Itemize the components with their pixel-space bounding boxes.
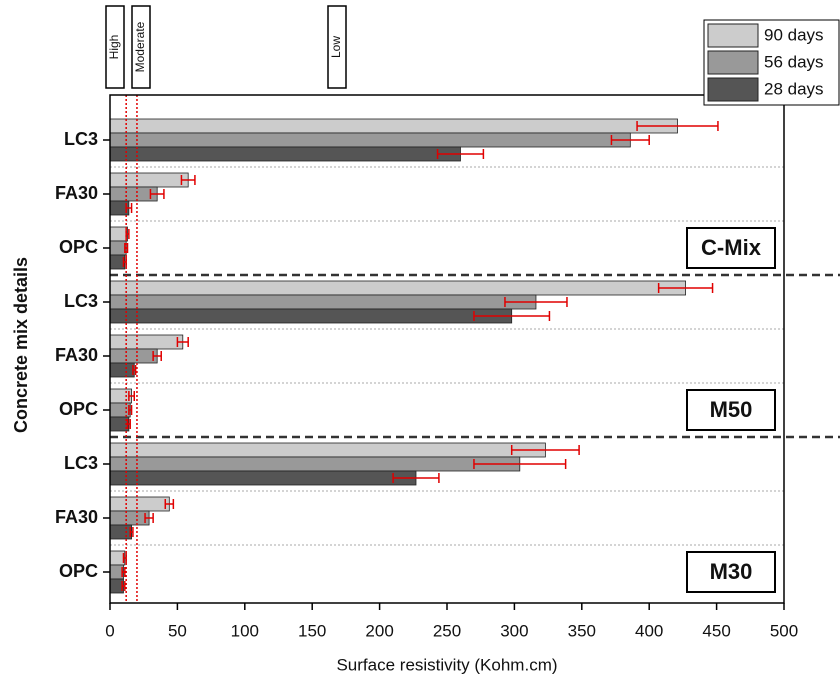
error-bar	[152, 351, 162, 361]
y-tick-label: FA30	[55, 345, 98, 365]
bar	[109, 118, 678, 134]
group-label: M50	[710, 397, 753, 422]
group-box	[686, 551, 776, 593]
legend-label: 90 days	[764, 25, 824, 44]
error-bar	[180, 175, 196, 185]
bar	[109, 348, 158, 364]
legend-swatch	[707, 77, 759, 102]
bar	[109, 456, 521, 472]
zone-label: High	[107, 35, 121, 60]
bar	[109, 308, 513, 324]
bar	[109, 510, 150, 526]
legend-label: 56 days	[764, 52, 824, 71]
error-bar	[392, 473, 440, 483]
y-tick-label: LC3	[64, 129, 98, 149]
bar	[109, 254, 126, 270]
error-bar	[176, 337, 189, 347]
bar	[109, 442, 546, 458]
x-tick-label: 150	[298, 621, 326, 640]
bar	[109, 280, 686, 296]
y-axis-label: Concrete mix details	[11, 257, 31, 433]
x-axis-label: Surface resistivity (Kohm.cm)	[336, 655, 557, 674]
bar	[109, 334, 184, 350]
bar	[109, 550, 126, 566]
error-bar	[610, 135, 650, 145]
bar	[109, 362, 135, 378]
error-bar	[149, 189, 165, 199]
error-bar	[657, 283, 714, 293]
error-bar	[636, 121, 719, 131]
zone-box	[327, 5, 347, 89]
group-box	[686, 227, 776, 269]
x-tick-label: 200	[365, 621, 393, 640]
error-bar	[121, 567, 126, 577]
x-tick-label: 0	[105, 621, 114, 640]
y-tick-label: FA30	[55, 507, 98, 527]
bar	[109, 524, 132, 540]
x-tick-label: 300	[500, 621, 528, 640]
y-tick-label: OPC	[59, 561, 98, 581]
bar	[109, 294, 537, 310]
zone-box	[131, 5, 151, 89]
bar	[109, 240, 127, 256]
y-tick-label: OPC	[59, 237, 98, 257]
x-tick-label: 400	[635, 621, 663, 640]
legend-swatch	[707, 50, 759, 75]
bar	[109, 172, 189, 188]
x-tick-label: 250	[433, 621, 461, 640]
error-bar	[129, 527, 134, 537]
error-bar	[144, 513, 154, 523]
error-bar	[164, 499, 175, 509]
error-bar	[473, 311, 551, 321]
y-tick-label: FA30	[55, 183, 98, 203]
plot-frame	[109, 94, 785, 604]
error-bar	[128, 391, 136, 401]
group-box	[686, 389, 776, 431]
group-label: M30	[710, 559, 753, 584]
error-bar	[128, 405, 133, 415]
legend-label: 28 days	[764, 79, 824, 98]
zone-box	[105, 5, 125, 89]
error-bar	[121, 581, 126, 591]
error-bar	[125, 229, 130, 239]
error-bar	[436, 149, 485, 159]
error-bar	[510, 445, 580, 455]
y-tick-label: OPC	[59, 399, 98, 419]
x-tick-label: 350	[568, 621, 596, 640]
error-bar	[122, 553, 127, 563]
legend-swatch	[707, 23, 759, 48]
x-tick-label: 100	[231, 621, 259, 640]
bar	[109, 132, 631, 148]
bar	[109, 496, 170, 512]
group-label: C-Mix	[701, 235, 762, 260]
x-tick-label: 450	[702, 621, 730, 640]
zone-label: Low	[329, 36, 343, 58]
x-tick-label: 500	[770, 621, 798, 640]
error-bar	[132, 365, 137, 375]
y-tick-label: LC3	[64, 291, 98, 311]
bar	[109, 470, 417, 486]
zone-label: Moderate	[133, 21, 147, 72]
bar	[109, 146, 461, 162]
error-bar	[126, 419, 131, 429]
y-tick-label: LC3	[64, 453, 98, 473]
error-bar	[504, 297, 568, 307]
x-tick-label: 50	[168, 621, 187, 640]
error-bar	[122, 257, 127, 267]
error-bar	[473, 459, 567, 469]
bar	[109, 402, 131, 418]
bar	[109, 226, 128, 242]
